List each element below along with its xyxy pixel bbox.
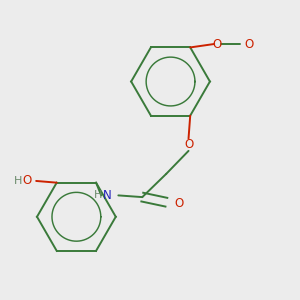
- Text: O: O: [175, 197, 184, 210]
- Text: O: O: [184, 138, 193, 151]
- Text: O: O: [23, 175, 32, 188]
- Text: H: H: [94, 190, 102, 200]
- Text: H: H: [14, 176, 22, 186]
- Text: O: O: [244, 38, 254, 50]
- Text: N: N: [103, 189, 112, 202]
- Text: O: O: [212, 38, 222, 50]
